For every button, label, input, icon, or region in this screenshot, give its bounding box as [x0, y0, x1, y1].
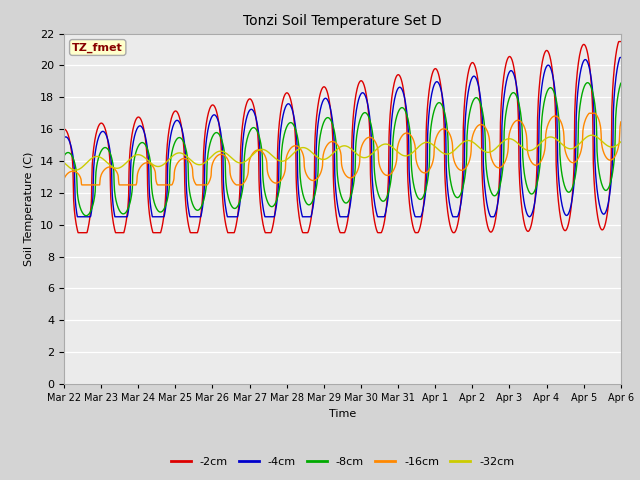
- -2cm: [74, 230, 82, 236]
- -2cm: [308, 208, 316, 214]
- -4cm: [297, 205, 305, 211]
- -4cm: [104, 136, 111, 142]
- -16cm: [297, 146, 305, 152]
- -2cm: [104, 136, 111, 142]
- X-axis label: Time: Time: [329, 408, 356, 419]
- -32cm: [297, 145, 305, 151]
- -16cm: [78, 182, 86, 188]
- Y-axis label: Soil Temperature (C): Soil Temperature (C): [24, 152, 35, 266]
- Line: -4cm: -4cm: [64, 58, 621, 217]
- -8cm: [308, 199, 316, 205]
- -2cm: [60, 126, 68, 132]
- -4cm: [378, 214, 385, 220]
- -32cm: [60, 160, 68, 166]
- -32cm: [308, 150, 316, 156]
- Line: -16cm: -16cm: [64, 113, 621, 185]
- -16cm: [126, 182, 134, 188]
- -32cm: [588, 132, 596, 138]
- -2cm: [126, 147, 134, 153]
- -16cm: [308, 178, 316, 183]
- -8cm: [104, 146, 111, 152]
- -2cm: [617, 39, 625, 45]
- -8cm: [378, 197, 385, 203]
- -32cm: [126, 156, 134, 162]
- -2cm: [615, 39, 623, 45]
- -4cm: [126, 190, 134, 196]
- -16cm: [104, 165, 111, 170]
- -4cm: [318, 100, 326, 106]
- -8cm: [126, 199, 134, 205]
- -32cm: [318, 156, 326, 162]
- Line: -8cm: -8cm: [64, 83, 621, 216]
- -32cm: [378, 143, 385, 148]
- -4cm: [616, 55, 624, 60]
- -8cm: [83, 213, 90, 218]
- -8cm: [297, 179, 305, 184]
- Text: TZ_fmet: TZ_fmet: [72, 42, 123, 53]
- Line: -2cm: -2cm: [64, 42, 621, 233]
- Line: -32cm: -32cm: [64, 135, 621, 170]
- -8cm: [318, 124, 326, 130]
- Title: Tonzi Soil Temperature Set D: Tonzi Soil Temperature Set D: [243, 14, 442, 28]
- -2cm: [297, 222, 305, 228]
- -2cm: [378, 230, 385, 236]
- -4cm: [60, 135, 68, 141]
- -4cm: [308, 209, 316, 215]
- -16cm: [586, 110, 593, 116]
- -4cm: [74, 214, 81, 220]
- -8cm: [60, 153, 68, 159]
- Legend: -2cm, -4cm, -8cm, -16cm, -32cm: -2cm, -4cm, -8cm, -16cm, -32cm: [166, 453, 518, 471]
- -32cm: [617, 139, 625, 145]
- -16cm: [378, 167, 385, 173]
- -32cm: [104, 160, 111, 166]
- -32cm: [72, 167, 79, 173]
- -16cm: [617, 119, 625, 125]
- -16cm: [60, 176, 68, 182]
- -4cm: [617, 55, 625, 60]
- -16cm: [318, 165, 326, 171]
- -2cm: [318, 85, 326, 91]
- -8cm: [617, 80, 625, 86]
- -8cm: [584, 80, 591, 85]
